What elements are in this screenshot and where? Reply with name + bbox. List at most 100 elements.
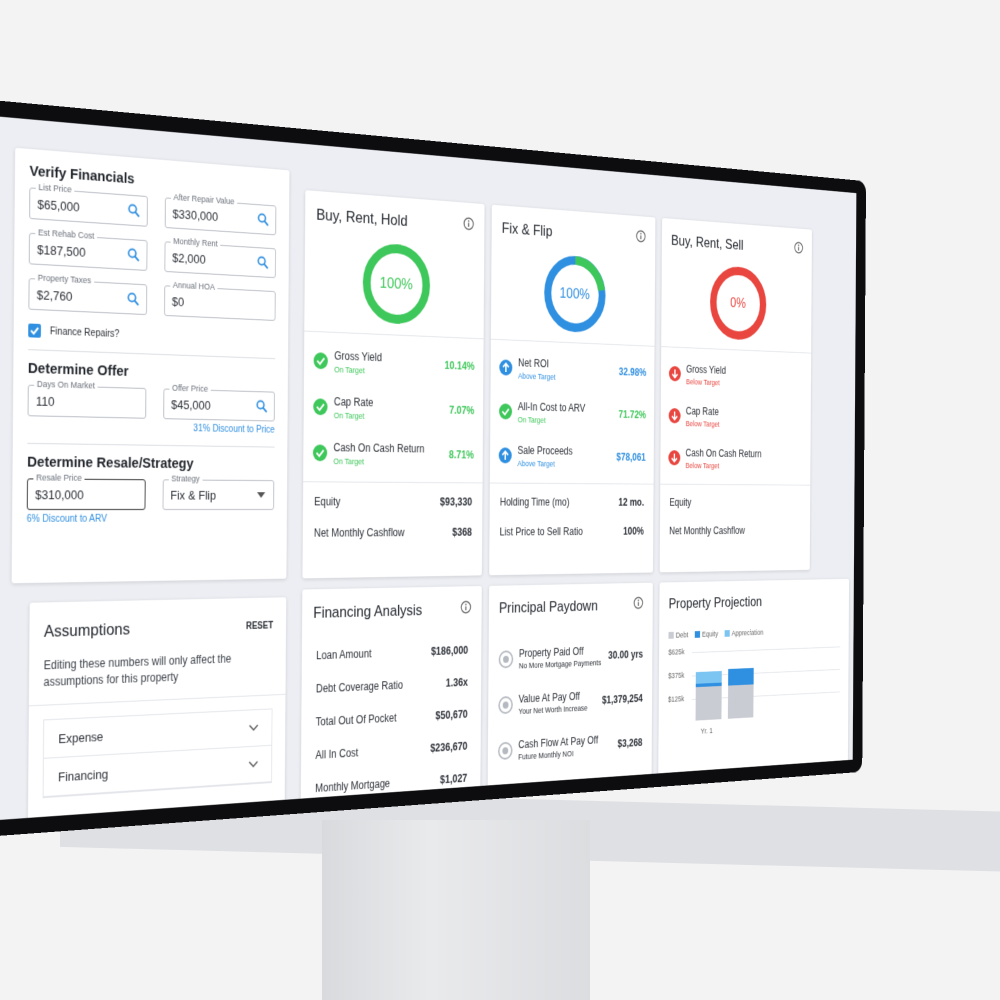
reset-button[interactable]: RESET	[245, 620, 274, 632]
input-field[interactable]: Resale Price $310,000	[26, 472, 146, 510]
info-icon	[463, 217, 474, 231]
field-grid: Days On Market 110 Offer Price $45,000 31% D…	[27, 378, 275, 435]
input-field[interactable]: Est Rehab Cost $187,500	[28, 227, 148, 271]
field-wrap: Monthly Rent $2,000	[164, 235, 276, 279]
input-field[interactable]: List Price $65,000	[29, 181, 148, 227]
row-value: $236,670	[430, 739, 468, 755]
metric-status: Below Target	[685, 460, 720, 470]
y-tick-label: $625k	[668, 647, 685, 657]
score-ring: 0%	[708, 263, 767, 342]
input-field[interactable]: Monthly Rent $2,000	[164, 235, 276, 279]
field-value: $2,000	[172, 249, 206, 267]
summary-rows: Equity Net Monthly Cashflow	[659, 483, 811, 546]
metric-name: Net ROI	[518, 356, 550, 370]
metric-text: Sale Proceeds Above Target	[517, 444, 616, 469]
legend-label: Appreciation	[731, 628, 764, 638]
field-wrap: After Repair Value $330,000	[164, 192, 277, 236]
row-label: Equity	[314, 495, 341, 509]
input-field[interactable]: After Repair Value $330,000	[164, 192, 277, 236]
row-value: 100%	[623, 525, 644, 538]
field-wrap: Est Rehab Cost $187,500	[28, 227, 148, 271]
row-value: 12 mo.	[618, 496, 645, 509]
metric-row: Cap Rate Below Target	[661, 394, 811, 439]
info-icon	[460, 600, 471, 614]
status-icon	[312, 444, 328, 462]
metric-name: Sale Proceeds	[517, 443, 573, 457]
summary-row: List Price to Sell Ratio 100%	[489, 517, 653, 547]
screen: Verify Financials List Price $65,000 After …	[0, 115, 857, 822]
field-label: List Price	[35, 181, 75, 195]
accordion-label: Financing	[58, 766, 109, 784]
legend-label: Debt	[675, 630, 689, 640]
input-field[interactable]: Property Taxes $2,760	[28, 272, 148, 316]
metric-name: Gross Yield	[686, 362, 727, 376]
paydown-text: Cash Flow At Pay Off Future Monthly NOI	[518, 733, 618, 762]
field-value: $65,000	[37, 196, 80, 214]
search-icon	[127, 292, 139, 306]
metric-name: Cap Rate	[333, 394, 374, 409]
financing-panel: Financing Analysis Loan Amount $186,000 Deb…	[300, 585, 482, 822]
input-field[interactable]: Annual HOA $0	[164, 279, 276, 321]
score-value: 100%	[379, 273, 413, 294]
metric-row: Cash On Cash Return On Target 8.71%	[303, 430, 483, 478]
paydown-icon	[499, 650, 514, 668]
status-icon	[313, 398, 328, 416]
card-title: Principal Paydown	[499, 597, 598, 617]
bar-debt	[727, 684, 754, 719]
card-title: Financing Analysis	[313, 601, 423, 622]
field-grid: List Price $65,000 After Repair Value $330,…	[28, 181, 277, 321]
accordion: Expense Financing	[42, 708, 273, 799]
paydown-text: Property Paid Off No More Mortgage Paymen…	[519, 644, 608, 670]
metric-list: Gross Yield On Target 10.14% Cap Rate On Tar…	[303, 330, 484, 478]
field-wrap: Offer Price $45,000 31% Discount to Price	[163, 382, 275, 435]
section-title: Determine Resale/Strategy	[27, 453, 194, 472]
grid-line	[692, 646, 841, 654]
metric-row: Cash On Cash Return Below Target	[660, 436, 810, 479]
metric-row: Gross Yield Below Target	[661, 352, 811, 399]
field-value: Fix & Flip	[170, 487, 217, 502]
row-label: Net Monthly Cashflow	[313, 526, 405, 540]
metric-row: Cap Rate On Target 7.07%	[304, 383, 484, 433]
row-value: $93,330	[440, 495, 473, 509]
input-field[interactable]: Days On Market 110	[27, 378, 147, 419]
metric-status: Below Target	[686, 377, 720, 387]
field-label: Resale Price	[33, 472, 85, 483]
metric-name: Gross Yield	[334, 348, 382, 364]
status-icon	[668, 365, 681, 382]
field-value: $310,000	[35, 486, 84, 502]
metric-status: Below Target	[685, 418, 720, 429]
score-value: 0%	[730, 294, 746, 312]
inputs-content: Verify Financials List Price $65,000 After …	[12, 148, 290, 539]
row-label: Equity	[669, 496, 692, 509]
row-value: $368	[452, 525, 472, 539]
metric-text: Cash On Cash Return Below Target	[685, 447, 803, 471]
metric-text: Gross Yield On Target	[334, 349, 445, 377]
status-icon	[668, 407, 681, 424]
input-field[interactable]: Offer Price $45,000	[163, 382, 275, 422]
info-icon	[794, 241, 803, 254]
metric-value: 32.98%	[618, 365, 647, 379]
summary-row: Net Monthly Cashflow $368	[303, 517, 483, 549]
metric-name: All-In Cost to ARV	[517, 399, 586, 414]
field-wrap: Days On Market 110	[27, 378, 147, 434]
score-ring: 100%	[542, 252, 607, 335]
metric-row: All-In Cost to ARV On Target 71.72%	[490, 389, 654, 436]
row-value: $1,027	[440, 771, 468, 787]
strategy-card: Fix & Flip 100% Net ROI Above Target 32.98% A…	[489, 204, 656, 576]
metric-value: 7.07%	[449, 403, 475, 417]
metric-list: Gross Yield Below Target Cap Rate Below Tar…	[660, 346, 812, 480]
metric-value: 10.14%	[444, 359, 475, 373]
field-value: 110	[35, 393, 55, 409]
metric-text: Net ROI Above Target	[518, 356, 619, 383]
field-value: $0	[171, 293, 185, 309]
bar-debt	[695, 685, 722, 721]
score-value: 100%	[559, 284, 590, 303]
row-value: 30.00 yrs	[608, 648, 644, 662]
input-field[interactable]: Strategy Fix & Flip	[162, 473, 275, 510]
projection-panel: Property Projection Debt Equity Appreciatio…	[658, 578, 850, 803]
legend-swatch	[694, 631, 701, 638]
field-wrap: List Price $65,000	[29, 181, 148, 227]
row-label: Total Out Of Pocket	[315, 711, 397, 729]
dropdown-arrow	[257, 492, 266, 498]
